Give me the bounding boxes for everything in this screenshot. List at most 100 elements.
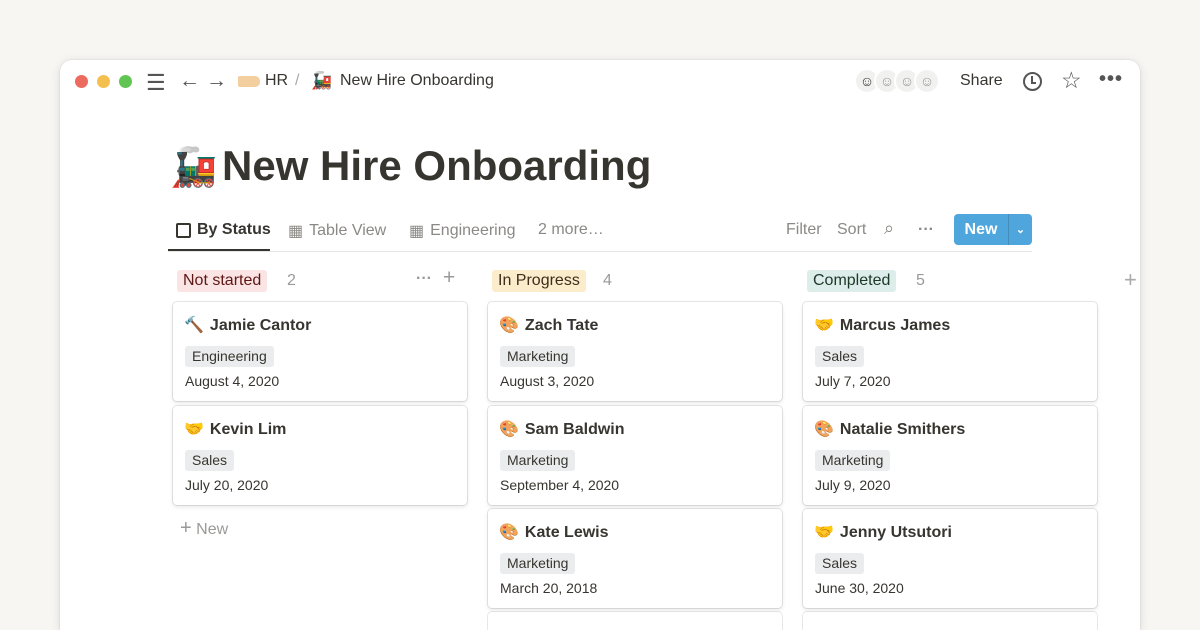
avatar[interactable]: ☺ [914,68,940,94]
add-card-button[interactable]: + New [180,517,228,540]
column-count: 4 [603,272,612,289]
tab-engineering[interactable]: ▦ Engineering [409,221,516,241]
card-title: 🔨 Jamie Cantor [184,315,311,335]
start-date: June 30, 2020 [815,580,904,596]
card-emoji-icon: 🎨 [499,317,519,334]
add-group-button[interactable]: + [1124,267,1137,292]
card-name: Natalie Smithers [839,420,966,438]
tab-label: By Status [197,221,271,238]
column-count: 2 [287,272,296,289]
department-tag: Sales [185,449,235,471]
card-title: 🎨 Natalie Smithers [814,419,965,439]
tab-divider [168,251,1032,252]
app-window: ☰ ← → HR / 🚂 New Hire Onboarding ☺ ☺ ☺ ☺… [60,60,1140,630]
card-title: 🤝 Marcus James [814,315,950,335]
new-button-label[interactable]: New [964,220,998,238]
department-tag: Marketing [500,449,576,471]
avatar[interactable]: ☺ [894,68,920,94]
start-date: July 20, 2020 [185,476,269,493]
filter-button[interactable]: Filter [786,221,822,238]
add-card-label: New [196,521,229,538]
card-title: 🎨 Zach Tate [499,315,598,335]
card-emoji-icon: 🔨 [184,317,204,334]
tag-icon [238,76,260,87]
card-title: 🎨 Kate Lewis [499,522,609,542]
locomotive-icon: 🚂 [311,71,333,90]
start-date: July 7, 2020 [815,373,891,389]
department-tag: Marketing [500,553,576,574]
star-icon[interactable]: ☆ [1061,67,1082,93]
table-icon: ▦ [288,223,304,240]
card-name: Jamie Cantor [209,317,312,334]
table-icon: ▦ [409,223,425,240]
tab-label: Engineering [430,222,516,239]
tab-table-view[interactable]: ▦ Table View [288,221,386,241]
sort-button[interactable]: Sort [837,221,867,238]
maximize-window-button[interactable] [119,75,132,88]
column-add-icon[interactable]: + [443,266,456,289]
card-name: Zach Tate [524,317,599,334]
start-date: September 4, 2020 [500,476,620,493]
close-window-button[interactable] [75,75,88,88]
plus-icon: + [180,517,192,539]
board-card[interactable]: 🔨 Jamie Cantor Engineering August 4, 2020 [173,302,467,401]
department-tag: Marketing [500,346,576,367]
department-tag: Engineering [185,346,274,367]
card-title: 🎨 Sam Baldwin [499,419,625,439]
column-count: 5 [916,272,925,289]
board-card[interactable]: 🤝 Marcus James Sales July 7, 2020 [803,302,1097,401]
board-icon [176,222,191,238]
breadcrumb-hr[interactable]: HR [265,72,289,89]
minimize-window-button[interactable] [97,75,110,88]
board-card[interactable]: 🤝 Kevin Lim Sales July 20, 2020 [173,405,467,505]
card-name: Jenny Utsutori [839,524,952,541]
board-card[interactable] [488,612,782,630]
board-card[interactable]: 🎨 Natalie Smithers Marketing July 9, 2020 [803,405,1097,505]
view-more-icon[interactable]: ··· [918,221,934,238]
forward-arrow-icon[interactable]: → [206,69,227,92]
department-tag: Marketing [815,449,891,471]
board-card[interactable]: 🎨 Sam Baldwin Marketing September 4, 2020 [488,405,782,505]
board-card[interactable]: 🎨 Zach Tate Marketing August 3, 2020 [488,302,782,401]
card-title: 🤝 Kevin Lim [184,419,286,439]
start-date: August 3, 2020 [500,373,595,389]
card-emoji-icon: 🎨 [499,420,519,438]
locomotive-icon: 🚂 [170,147,218,189]
share-button[interactable]: Share [960,72,1003,89]
board-card[interactable]: 🤝 Jenny Utsutori Sales June 30, 2020 [803,509,1097,608]
board-card[interactable]: 🎨 Kate Lewis Marketing March 20, 2018 [488,509,782,608]
column-status-tag: Not started [177,270,268,292]
card-title: 🤝 Jenny Utsutori [814,522,952,542]
start-date: July 9, 2020 [815,476,891,493]
card-name: Kate Lewis [524,524,609,541]
card-emoji-icon: 🤝 [814,524,834,541]
card-name: Sam Baldwin [524,420,625,438]
history-icon[interactable] [1023,72,1042,91]
active-tab-indicator [168,249,270,251]
card-name: Kevin Lim [209,420,287,438]
more-views-button[interactable]: 2 more… [538,221,604,238]
card-emoji-icon: 🎨 [814,420,834,438]
new-button[interactable]: New ⌄ [954,214,1032,245]
menu-icon[interactable]: ☰ [146,70,166,95]
card-emoji-icon: 🤝 [184,420,204,438]
back-arrow-icon[interactable]: ← [179,69,200,92]
board-card[interactable] [803,612,1097,630]
chevron-down-icon[interactable]: ⌄ [1008,214,1032,245]
search-icon[interactable]: ⌕ [884,218,895,238]
tab-by-status[interactable]: By Status [176,221,271,239]
card-name: Marcus James [839,317,951,334]
start-date: August 4, 2020 [185,373,280,389]
tab-label: Table View [309,222,387,239]
card-emoji-icon: 🤝 [814,317,834,334]
column-status-tag: In Progress [492,270,586,292]
breadcrumb-separator: / [295,72,300,89]
more-options-icon[interactable]: ••• [1099,68,1124,90]
department-tag: Sales [815,346,865,367]
column-more-icon[interactable]: ··· [416,270,432,287]
breadcrumb-page[interactable]: New Hire Onboarding [340,72,494,89]
column-status-tag: Completed [807,270,897,292]
card-emoji-icon: 🎨 [499,524,519,541]
page-title: New Hire Onboarding [222,142,652,189]
department-tag: Sales [815,553,865,574]
